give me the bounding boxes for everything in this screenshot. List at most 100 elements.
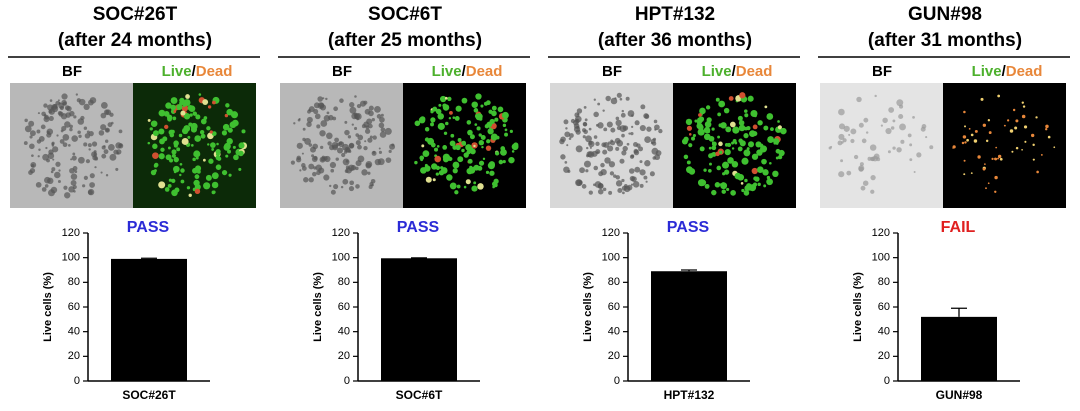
cell-bf bbox=[62, 142, 68, 148]
cell-fluor bbox=[434, 155, 442, 163]
cell-bf bbox=[364, 128, 371, 134]
cell-bf bbox=[634, 120, 640, 126]
cell-fluor bbox=[238, 150, 244, 157]
cell-fluor bbox=[753, 176, 758, 181]
cell-bf bbox=[622, 125, 629, 131]
cell-bf bbox=[71, 155, 77, 161]
x-tick-label: HPT#132 bbox=[664, 388, 715, 402]
cell-bf bbox=[306, 121, 312, 128]
cell-fluor bbox=[985, 139, 989, 143]
cell-fluor bbox=[683, 154, 689, 160]
cell-fluor bbox=[711, 145, 717, 151]
cell-bf bbox=[314, 113, 321, 120]
cell-fluor bbox=[703, 168, 707, 172]
cell-fluor bbox=[683, 136, 689, 142]
cell-fluor bbox=[467, 158, 473, 164]
cell-bf bbox=[846, 170, 852, 176]
cell-fluor bbox=[775, 142, 779, 145]
cell-fluor bbox=[211, 172, 219, 180]
cell-fluor bbox=[984, 163, 986, 165]
cell-fluor bbox=[430, 122, 434, 127]
cell-fluor bbox=[174, 187, 180, 193]
cell-fluor bbox=[743, 133, 749, 139]
cell-bf bbox=[368, 123, 373, 129]
cell-bf bbox=[589, 146, 592, 149]
cell-fluor bbox=[461, 148, 465, 153]
cell-bf bbox=[101, 153, 107, 159]
cell-fluor bbox=[424, 137, 430, 142]
cell-fluor bbox=[763, 184, 767, 188]
cell-bf bbox=[115, 142, 122, 149]
y-tick-label: 120 bbox=[602, 227, 620, 239]
cell-bf bbox=[313, 102, 320, 109]
cell-bf bbox=[378, 150, 383, 154]
cell-fluor bbox=[982, 123, 987, 127]
cell-bf bbox=[388, 149, 392, 154]
cell-fluor bbox=[487, 128, 494, 135]
y-tick-label: 40 bbox=[338, 326, 350, 338]
cell-fluor bbox=[238, 142, 245, 149]
cell-fluor bbox=[730, 190, 736, 196]
cell-fluor bbox=[150, 120, 158, 128]
cell-fluor bbox=[173, 140, 179, 146]
dead-label: Dead bbox=[196, 63, 233, 80]
y-tick-label: 80 bbox=[68, 276, 80, 288]
cell-bf bbox=[621, 150, 627, 156]
error-bar bbox=[681, 269, 697, 272]
cell-bf bbox=[68, 144, 71, 147]
cell-fluor bbox=[452, 116, 456, 119]
panel-title: GUN#98 bbox=[908, 4, 982, 25]
cell-fluor bbox=[433, 147, 439, 152]
cell-bf bbox=[334, 137, 339, 143]
cell-fluor bbox=[966, 138, 969, 142]
cell-bf bbox=[633, 149, 640, 156]
microscopy-images bbox=[280, 83, 526, 208]
cell-bf bbox=[23, 141, 28, 145]
cell-fluor bbox=[977, 155, 981, 159]
cell-fluor bbox=[473, 164, 480, 171]
cell-bf bbox=[354, 95, 357, 98]
cell-fluor bbox=[502, 123, 507, 128]
cell-fluor bbox=[705, 105, 711, 110]
cell-bf bbox=[644, 136, 651, 143]
cell-bf bbox=[634, 166, 641, 173]
cell-bf bbox=[384, 127, 392, 135]
cell-bf bbox=[72, 152, 76, 156]
cell-fluor bbox=[686, 160, 691, 165]
cell-bf bbox=[586, 146, 589, 150]
cell-bf bbox=[909, 158, 913, 162]
live-label: Live bbox=[702, 63, 732, 80]
cell-fluor bbox=[685, 118, 693, 126]
cell-bf bbox=[622, 191, 625, 195]
cell-bf bbox=[38, 148, 41, 152]
y-tick-label: 100 bbox=[602, 252, 620, 264]
cell-bf bbox=[73, 115, 77, 119]
cell-fluor bbox=[747, 95, 754, 102]
cell-fluor bbox=[448, 117, 452, 120]
cell-bf bbox=[80, 115, 85, 121]
cell-bf bbox=[94, 156, 99, 161]
cell-bf bbox=[115, 167, 119, 171]
cell-bf bbox=[108, 144, 115, 151]
cell-fluor bbox=[471, 185, 478, 192]
cell-bf bbox=[48, 149, 54, 155]
cell-fluor bbox=[421, 144, 425, 148]
cell-fluor bbox=[211, 181, 219, 189]
cell-fluor bbox=[721, 161, 730, 169]
cell-bf bbox=[890, 126, 895, 130]
cell-bf bbox=[46, 158, 50, 163]
cell-bf bbox=[570, 118, 576, 124]
cell-bf bbox=[57, 110, 63, 116]
cell-bf bbox=[29, 167, 36, 174]
cell-bf bbox=[630, 131, 634, 136]
cell-fluor bbox=[455, 105, 462, 112]
cell-bf bbox=[630, 154, 635, 158]
cell-fluor bbox=[474, 123, 478, 126]
y-tick-label: 100 bbox=[62, 252, 80, 264]
y-tick-label: 40 bbox=[878, 326, 890, 338]
y-tick-label: 100 bbox=[872, 252, 890, 264]
cell-bf bbox=[349, 180, 355, 186]
y-axis-label: Live cells (%) bbox=[42, 272, 54, 342]
cell-bf bbox=[899, 123, 906, 131]
cell-bf bbox=[308, 163, 315, 170]
